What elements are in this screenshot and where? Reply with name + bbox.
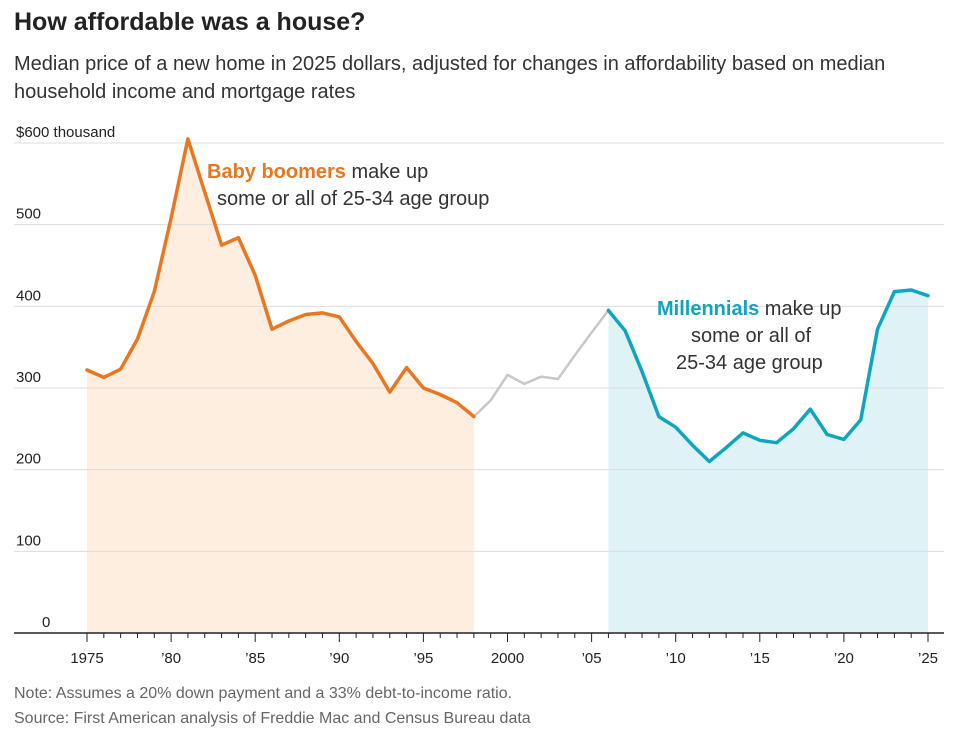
x-tick-label: ’20 bbox=[834, 650, 854, 667]
x-tick-label: ’90 bbox=[329, 650, 349, 667]
y-tick-label: 400 bbox=[16, 287, 41, 304]
y-tick-label: 500 bbox=[16, 206, 41, 223]
shaded-areas bbox=[87, 138, 928, 633]
millennials-annotation-line3: 25-34 age group bbox=[676, 352, 823, 374]
x-tick-label: 1975 bbox=[70, 650, 103, 667]
y-tick-label: $600 thousand bbox=[16, 124, 115, 141]
millennials-line bbox=[606, 288, 930, 464]
chart-title: How affordable was a house? bbox=[14, 8, 366, 36]
shaded-area-boomers bbox=[87, 138, 474, 633]
y-tick-label: 100 bbox=[16, 532, 41, 549]
x-tick-label: ’25 bbox=[918, 650, 938, 667]
boomers-annotation-bold: Baby boomers bbox=[207, 161, 346, 183]
millennials-annotation: Millennials make up bbox=[657, 298, 842, 320]
boomers-annotation-line2: some or all of 25-34 age group bbox=[217, 188, 489, 210]
chart-note: Note: Assumes a 20% down payment and a 3… bbox=[14, 685, 513, 702]
x-tick-label: ’05 bbox=[582, 650, 602, 667]
boomers-annotation: Baby boomers make up bbox=[207, 161, 428, 183]
millennials-annotation-rest: make up bbox=[759, 298, 841, 320]
y-axis-labels: $600 thousand 500 400 300 200 100 0 bbox=[16, 124, 115, 631]
x-tick-label: ’85 bbox=[245, 650, 265, 667]
series-lines bbox=[85, 137, 930, 464]
x-tick-label: ’10 bbox=[666, 650, 686, 667]
shaded-area-millennials bbox=[608, 290, 928, 633]
y-tick-label: 200 bbox=[16, 451, 41, 468]
line-chart: $600 thousand 500 400 300 200 100 0 1975 ’80 ’85… bbox=[14, 124, 944, 667]
chart-subtitle: Median price of a new home in 2025 dolla… bbox=[14, 53, 886, 103]
y-tick-label: 300 bbox=[16, 369, 41, 386]
x-axis: 1975 ’80 ’85 ’90 ’95 2000 ’05 ’10 ’15 ’20 ’25 bbox=[14, 632, 944, 667]
x-tick-label: ’15 bbox=[750, 650, 770, 667]
boomers-annotation-rest: make up bbox=[346, 161, 428, 183]
millennials-annotation-line2: some or all of bbox=[691, 325, 811, 347]
chart-source: Source: First American analysis of Fredd… bbox=[14, 710, 531, 727]
y-tick-label: 0 bbox=[42, 614, 50, 631]
x-tick-label: ’80 bbox=[161, 650, 181, 667]
x-tick-label: ’95 bbox=[413, 650, 433, 667]
x-tick-label: 2000 bbox=[491, 650, 524, 667]
gap-line bbox=[472, 309, 610, 418]
millennials-annotation-bold: Millennials bbox=[657, 298, 759, 320]
boomers-line bbox=[85, 137, 476, 419]
